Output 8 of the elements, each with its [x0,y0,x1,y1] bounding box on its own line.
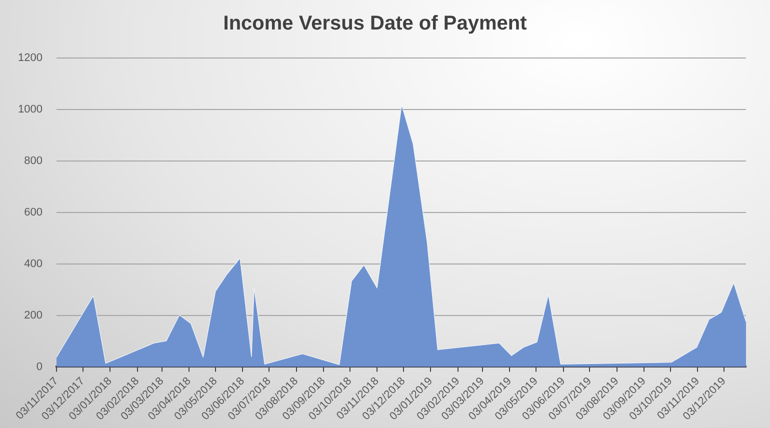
y-tick-label: 0 [36,360,42,373]
y-tick-label: 200 [24,309,42,322]
y-tick-label: 1200 [18,52,42,64]
y-tick-label: 800 [24,154,42,167]
y-tick-label: 1000 [18,103,42,116]
y-tick-label: 400 [24,258,42,270]
chart-title: Income Versus Date of Payment [223,12,528,35]
y-tick-label: 600 [24,206,42,218]
